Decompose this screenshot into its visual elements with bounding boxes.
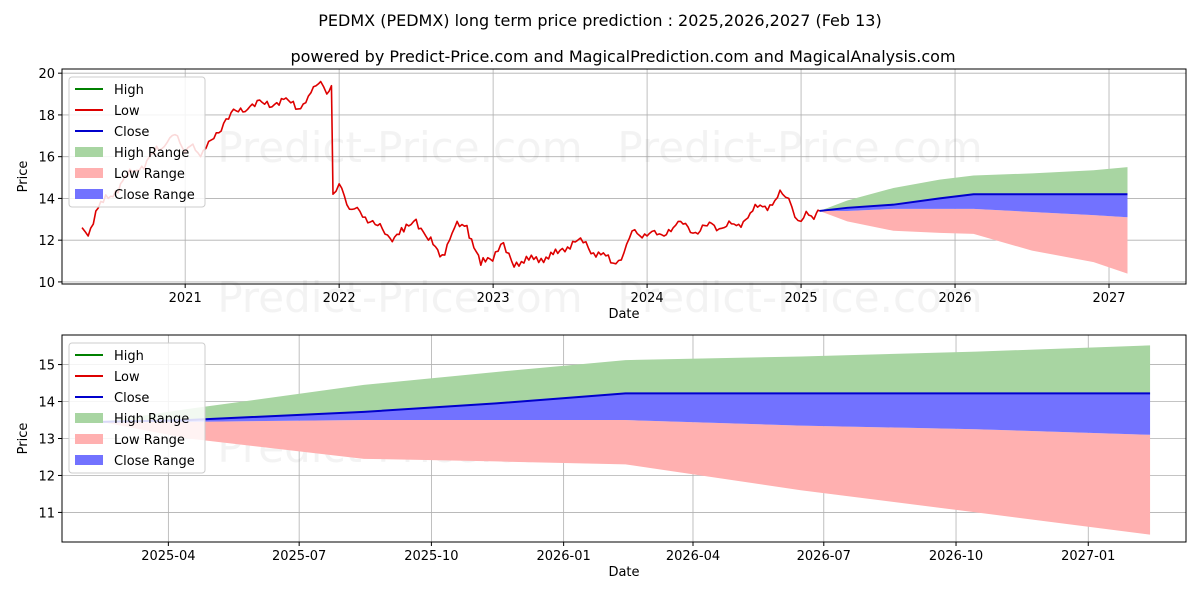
watermark-text: Predict-Price.com bbox=[617, 123, 982, 172]
low-range-band bbox=[100, 420, 1151, 535]
legend-entry: Low bbox=[114, 104, 140, 119]
legend-entry: Close bbox=[114, 391, 149, 406]
y-tick-label: 18 bbox=[38, 109, 55, 124]
legend-entry: High Range bbox=[114, 412, 189, 427]
x-axis-label: Date bbox=[608, 307, 639, 322]
close-range-band bbox=[819, 194, 1128, 218]
legend-entry: Close Range bbox=[114, 454, 195, 469]
x-tick-label: 2026-10 bbox=[929, 549, 983, 564]
close-line bbox=[819, 193, 1128, 212]
close-range-band bbox=[100, 393, 1151, 435]
legend: High Low Close High Range Low Range Close Ran… bbox=[68, 342, 206, 474]
y-tick-label: 12 bbox=[38, 234, 55, 249]
upper-chart-panel: Predict-Price.com Predict-Price.com Predic… bbox=[16, 67, 1187, 322]
legend: High Low Close High Range Low Range Close Ran… bbox=[68, 76, 206, 208]
axes-frame bbox=[61, 68, 1187, 285]
y-axis: 10 12 14 16 18 20 Price bbox=[16, 67, 62, 291]
x-tick-label: 2026-07 bbox=[797, 549, 851, 564]
x-tick-label: 2027-01 bbox=[1061, 549, 1115, 564]
watermark-text: Predict-Price.com bbox=[217, 273, 582, 322]
legend-swatch bbox=[75, 189, 103, 199]
legend-entry: Close bbox=[114, 125, 149, 140]
y-tick-label: 20 bbox=[38, 67, 55, 82]
x-tick-label: 2024 bbox=[631, 291, 664, 306]
x-axis-label: Date bbox=[608, 565, 639, 580]
price-history-line bbox=[81, 80, 820, 268]
chart-title: PEDMX (PEDMX) long term price prediction… bbox=[318, 11, 881, 30]
high-range-band bbox=[819, 167, 1128, 211]
legend-entry: Low bbox=[114, 370, 140, 385]
legend-entry: High Range bbox=[114, 146, 189, 161]
y-tick-label: 13 bbox=[38, 433, 55, 448]
y-axis: 11 12 13 14 15 Price bbox=[16, 359, 62, 521]
y-tick-label: 11 bbox=[38, 506, 55, 521]
y-tick-label: 12 bbox=[38, 469, 55, 484]
x-axis: 2025-04 2025-07 2025-10 2026-01 2026-04 2026-… bbox=[141, 542, 1115, 580]
legend-swatch bbox=[75, 147, 103, 157]
legend-entry: Low Range bbox=[114, 433, 185, 448]
y-tick-label: 14 bbox=[38, 192, 55, 207]
x-tick-label: 2026-01 bbox=[536, 549, 590, 564]
x-tick-label: 2022 bbox=[323, 291, 356, 306]
y-tick-label: 15 bbox=[38, 359, 55, 374]
legend-swatch bbox=[75, 168, 103, 178]
high-range-band bbox=[100, 345, 1151, 422]
watermark-text: Predict-Price.com bbox=[217, 123, 582, 172]
legend-entry: High bbox=[114, 349, 144, 364]
x-tick-label: 2026-04 bbox=[666, 549, 720, 564]
legend-entry: High bbox=[114, 83, 144, 98]
x-axis: 2021 2022 2023 2024 2025 2026 2027 Date bbox=[169, 284, 1126, 322]
x-tick-label: 2023 bbox=[477, 291, 510, 306]
x-tick-label: 2025-10 bbox=[404, 549, 458, 564]
legend-swatch bbox=[75, 434, 103, 444]
plot-area bbox=[81, 80, 1128, 274]
close-line bbox=[100, 392, 1151, 423]
watermark: Predict-Price.com Predict-Price.com Predic… bbox=[217, 123, 982, 322]
x-tick-label: 2021 bbox=[169, 291, 202, 306]
y-axis-label: Price bbox=[16, 161, 31, 193]
legend-entry: Low Range bbox=[114, 167, 185, 182]
plot-area bbox=[100, 345, 1151, 535]
low-range-band bbox=[819, 208, 1128, 274]
lower-chart-panel: Predict-Price.comPredict-Price.com2025-0… bbox=[16, 334, 1187, 580]
watermark-text: Predict-Price.com bbox=[617, 273, 982, 322]
x-tick-label: 2027 bbox=[1092, 291, 1125, 306]
x-tick-label: 2025-07 bbox=[272, 549, 326, 564]
y-tick-label: 14 bbox=[38, 396, 55, 411]
x-tick-label: 2025-04 bbox=[141, 549, 195, 564]
legend-swatch bbox=[75, 413, 103, 423]
y-tick-label: 10 bbox=[38, 276, 55, 291]
legend-swatch bbox=[75, 455, 103, 465]
legend-entry: Close Range bbox=[114, 188, 195, 203]
x-tick-label: 2026 bbox=[938, 291, 971, 306]
chart-subtitle: powered by Predict-Price.com and Magical… bbox=[290, 47, 955, 66]
y-axis-label: Price bbox=[16, 423, 31, 455]
x-tick-label: 2025 bbox=[785, 291, 818, 306]
y-tick-label: 16 bbox=[38, 151, 55, 166]
